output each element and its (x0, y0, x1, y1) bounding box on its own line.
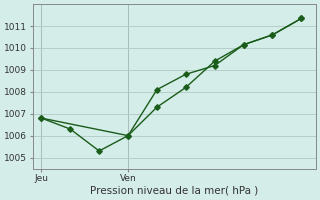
X-axis label: Pression niveau de la mer( hPa ): Pression niveau de la mer( hPa ) (90, 186, 259, 196)
